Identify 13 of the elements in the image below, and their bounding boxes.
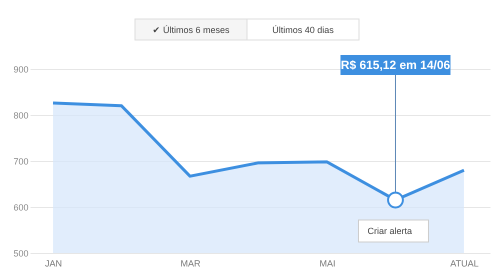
x-tick-label: JAN [45,258,62,268]
annotation: Criar alerta [367,226,412,236]
annotation: R$ 615,12 em 14/06 [340,58,451,72]
x-tick-label: ATUAL [450,258,479,268]
y-tick-label: 800 [13,110,28,120]
text: Últimos 40 dias [272,25,334,35]
x-tick-label: MAR [180,258,201,268]
y-tick-label: 600 [13,202,28,212]
y-tick-label: 900 [13,64,28,74]
text: ✔ Últimos 6 meses [152,25,230,35]
x-tick-label: MAI [319,258,336,268]
y-tick-label: 500 [13,248,28,258]
y-tick-label: 700 [13,156,28,166]
